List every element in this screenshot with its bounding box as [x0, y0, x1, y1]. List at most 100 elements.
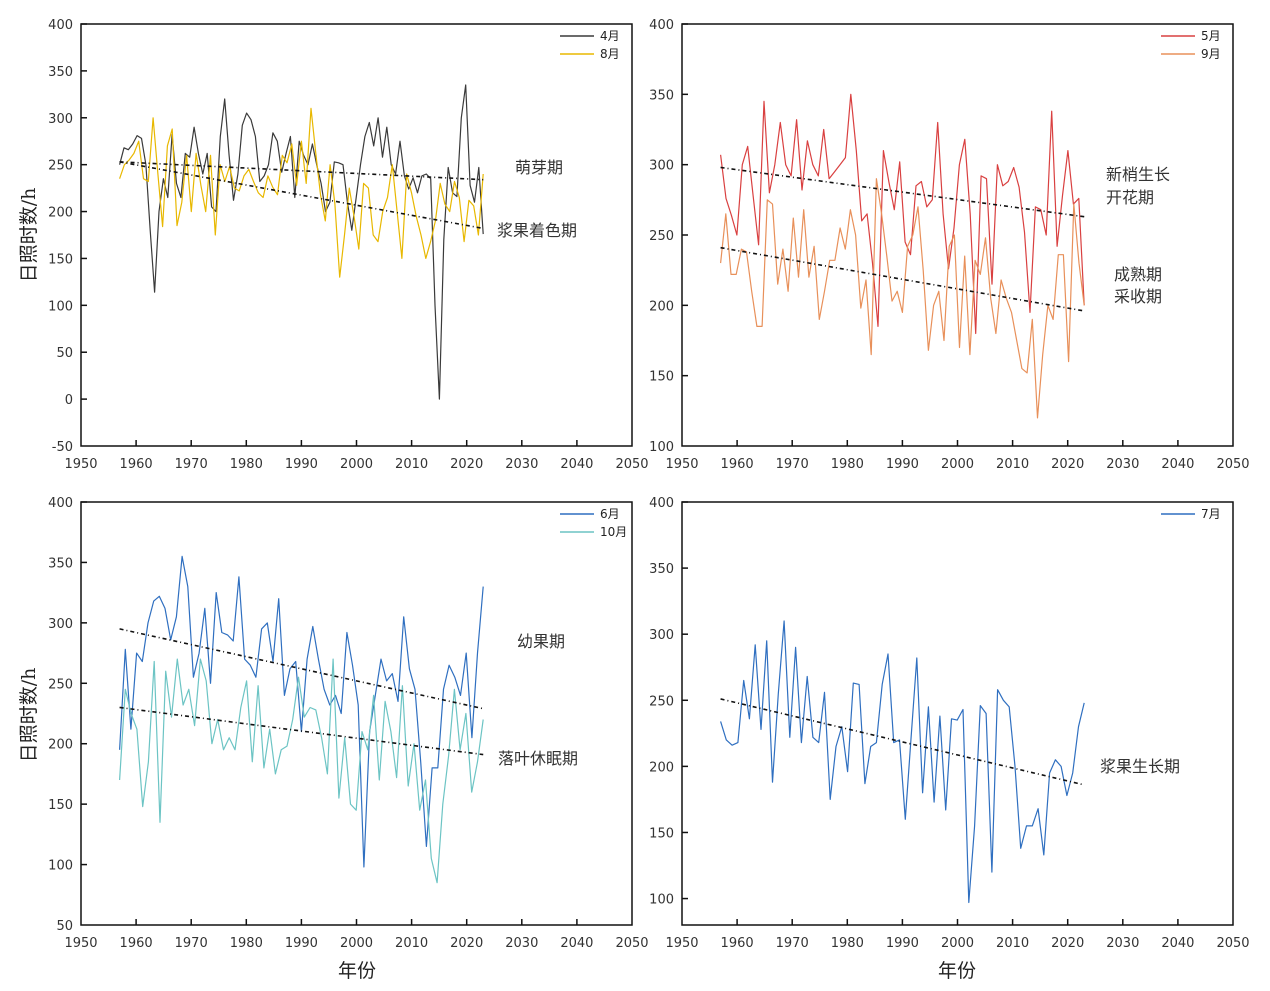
legend-label: 10月 [600, 525, 627, 539]
series-lines [119, 555, 484, 884]
y-tick-label: 250 [649, 694, 674, 709]
y-tick-label: 100 [649, 440, 674, 455]
x-tick-label: 2010 [996, 457, 1029, 472]
x-tick-label: 2030 [1106, 457, 1139, 472]
trend-lines [720, 698, 1085, 786]
plot-frame [681, 23, 1234, 447]
annotation-flowering: 开花期 [1106, 188, 1154, 207]
y-tick-label: 200 [649, 760, 674, 775]
y-axis-title: 日照时数/h [18, 668, 40, 763]
x-tick-label: 1970 [776, 936, 809, 951]
series-line-2 [720, 178, 1085, 419]
y-tick-label: 150 [649, 826, 674, 841]
y-tick-label: 400 [649, 496, 674, 511]
annotation-young-fruit: 幼果期 [517, 632, 565, 651]
annotation-shoot-growth: 新梢生长 [1106, 165, 1170, 184]
panel-bottom-right: 1950 1960 1970 1980 1990 2000 2010 2020 2030 2040… [649, 496, 1249, 982]
legend-label: 4月 [600, 29, 620, 43]
x-tick-label: 1970 [175, 936, 208, 951]
x-tick-label: 2040 [1161, 457, 1194, 472]
x-ticks: 1950 1960 1970 1980 1990 2000 2010 2020 2030 2040… [665, 919, 1250, 951]
trend-line-2 [119, 706, 484, 756]
series-lines [119, 84, 484, 400]
series-line-2 [119, 107, 484, 278]
x-tick-label: 2050 [615, 936, 648, 951]
y-tick-label: 0 [65, 393, 73, 408]
legend-label: 9月 [1201, 47, 1221, 61]
y-tick-label: 400 [649, 18, 674, 33]
x-tick-label: 1970 [175, 457, 208, 472]
x-ticks: 1950 1960 1970 1980 1990 2000 2010 2020 2030 2040… [64, 919, 649, 951]
x-tick-label: 1960 [721, 457, 754, 472]
x-tick-label: 1960 [120, 936, 153, 951]
y-tick-label: 150 [649, 370, 674, 385]
x-tick-label: 2020 [1051, 457, 1084, 472]
legend-label: 8月 [600, 47, 620, 61]
x-tick-label: 1980 [230, 936, 263, 951]
x-tick-label: 1950 [665, 457, 698, 472]
x-axis-title: 年份 [338, 960, 376, 982]
x-ticks: 1950 1960 1970 1980 1990 2000 2010 2020 2030 2040… [665, 440, 1250, 472]
series-line-1 [720, 93, 1085, 335]
series-lines [720, 93, 1085, 419]
y-tick-label: 350 [649, 562, 674, 577]
x-tick-label: 1980 [831, 936, 864, 951]
y-ticks: 100 150 200 250 300 350 400 [649, 496, 688, 908]
y-tick-label: 400 [48, 18, 73, 33]
y-tick-label: 350 [48, 65, 73, 80]
y-ticks: -50 0 50 100 150 200 250 300 350 400 [48, 18, 87, 455]
series-line-2 [119, 658, 484, 884]
y-tick-label: 150 [48, 798, 73, 813]
annotation-berry-growth: 浆果生长期 [1100, 757, 1180, 776]
y-tick-label: 400 [48, 496, 73, 511]
y-tick-label: 250 [48, 159, 73, 174]
x-tick-label: 2000 [340, 457, 373, 472]
annotation-dormancy: 落叶休眠期 [498, 749, 578, 768]
x-tick-label: 1990 [886, 457, 919, 472]
x-tick-label: 2000 [941, 457, 974, 472]
y-tick-label: 50 [56, 346, 73, 361]
series-line-1 [720, 620, 1085, 904]
annotation-maturity: 成熟期 [1114, 265, 1162, 284]
x-tick-label: 2020 [1051, 936, 1084, 951]
y-ticks: 50 100 150 200 250 300 350 400 [48, 496, 87, 934]
x-ticks: 1950 1960 1970 1980 1990 2000 2010 2020 2030 2040… [64, 440, 649, 472]
x-tick-label: 2030 [1106, 936, 1139, 951]
annotation-budding: 萌芽期 [515, 158, 563, 177]
x-tick-label: 2020 [450, 457, 483, 472]
panel-bottom-left: 1950 1960 1970 1980 1990 2000 2010 2020 2030 2040… [18, 496, 649, 982]
y-tick-label: 300 [48, 112, 73, 127]
x-tick-label: 1980 [230, 457, 263, 472]
y-tick-label: 200 [48, 206, 73, 221]
plot-frame [681, 501, 1234, 926]
y-tick-label: 100 [48, 859, 73, 874]
x-tick-label: 1960 [120, 457, 153, 472]
x-tick-label: 2050 [1216, 936, 1249, 951]
trend-lines [119, 628, 484, 756]
y-tick-label: 300 [649, 628, 674, 643]
x-tick-label: 1990 [285, 936, 318, 951]
x-tick-label: 2010 [996, 936, 1029, 951]
annotation-berry-coloring: 浆果着色期 [497, 221, 577, 240]
y-tick-label: 100 [649, 893, 674, 908]
trend-line-1 [119, 628, 484, 710]
legend-label: 6月 [600, 507, 620, 521]
panel-top-right: 1950 1960 1970 1980 1990 2000 2010 2020 2030 2040… [649, 18, 1249, 472]
x-tick-label: 2000 [941, 936, 974, 951]
x-tick-label: 2000 [340, 936, 373, 951]
y-tick-label: 300 [48, 617, 73, 632]
trend-line-2 [119, 161, 484, 230]
x-tick-label: 2050 [615, 457, 648, 472]
y-tick-label: 250 [649, 229, 674, 244]
x-tick-label: 2050 [1216, 457, 1249, 472]
x-tick-label: 2010 [395, 457, 428, 472]
series-line-1 [119, 84, 484, 400]
series-lines [720, 620, 1085, 904]
y-tick-label: 350 [649, 88, 674, 103]
panel-top-left: 1950 1960 1970 1980 1990 2000 2010 2020 2030 2040… [18, 18, 649, 472]
trend-line-1 [720, 166, 1085, 218]
x-tick-label: 1950 [665, 936, 698, 951]
